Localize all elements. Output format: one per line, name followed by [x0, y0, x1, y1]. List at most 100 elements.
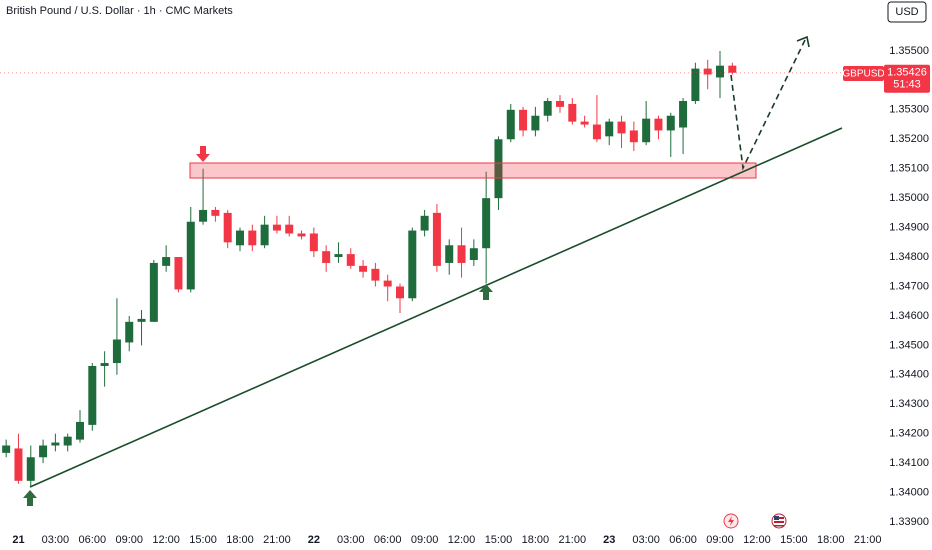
candle-body [88, 365, 97, 425]
event-icon-glyph [728, 516, 734, 526]
x-tick-label: 03:00 [337, 534, 365, 546]
candle-body [617, 121, 626, 134]
candle-body [112, 339, 121, 364]
flag-stripe [774, 525, 784, 527]
y-tick-label: 1.34000 [889, 487, 929, 499]
candle-body [469, 248, 478, 260]
candle-body [39, 445, 48, 458]
candle-body [285, 224, 294, 234]
x-tick-label: 09:00 [411, 534, 439, 546]
x-tick-label: 22 [308, 534, 320, 546]
candle-body [272, 224, 281, 231]
candle-body [543, 100, 552, 116]
candle-body [420, 215, 429, 231]
y-tick-label: 1.34500 [889, 339, 929, 351]
candle-body [691, 68, 700, 101]
symbol-tag [843, 66, 884, 81]
flag-stripe [774, 521, 784, 523]
candle-body [260, 224, 269, 246]
x-tick-label: 15:00 [189, 534, 217, 546]
candle-body [137, 318, 146, 322]
candle-body [322, 251, 331, 263]
candle-body [716, 65, 724, 78]
x-tick-label: 12:00 [743, 534, 771, 546]
y-tick-label: 1.34200 [889, 428, 929, 440]
candle-body [174, 257, 183, 290]
x-tick-label: 18:00 [522, 534, 550, 546]
x-tick-label: 06:00 [374, 534, 402, 546]
up-arrow [479, 284, 493, 300]
candle-body [14, 448, 23, 481]
candle-body [654, 118, 663, 131]
candle-body [494, 139, 503, 199]
candle-body [63, 436, 72, 446]
candle-body [125, 321, 134, 343]
candle-body [223, 212, 232, 243]
candle-body [592, 124, 601, 140]
last-price-box [884, 64, 930, 93]
projection-arrowhead [796, 35, 810, 48]
axes: 1.33900 1.34000 1.34100 1.34200 1.34300 1.344… [12, 45, 929, 546]
candle-body [506, 109, 515, 140]
x-tick-label: 21:00 [854, 534, 882, 546]
price-labels: GBPUSD 1.35426 51:43 [842, 64, 930, 93]
candle-body [334, 254, 343, 258]
candle-body [666, 115, 675, 131]
candle-body [346, 254, 355, 266]
x-tick-label: 18:00 [226, 534, 254, 546]
flag-canton [774, 516, 779, 520]
candle-body [149, 262, 158, 322]
currency-button[interactable] [887, 1, 927, 23]
candle-body [629, 130, 638, 143]
x-tick-label: 23 [603, 534, 615, 546]
x-tick-label: 15:00 [780, 534, 808, 546]
chart-title: British Pound / U.S. Dollar · 1h · CMC M… [6, 5, 233, 17]
x-tick-label: 21:00 [559, 534, 587, 546]
y-tick-label: 1.34900 [889, 222, 929, 234]
candle-body [432, 212, 441, 266]
candle-body [309, 233, 318, 252]
candle-body [703, 68, 712, 75]
candle-body [457, 245, 466, 263]
candle-body [605, 121, 614, 137]
y-tick-label: 1.33900 [889, 516, 929, 528]
x-tick-label: 03:00 [42, 534, 70, 546]
x-tick-label: 03:00 [632, 534, 660, 546]
countdown: 51:43 [893, 79, 921, 91]
candle-body [556, 100, 564, 107]
trendline [29, 127, 843, 488]
y-tick-label: 1.35100 [889, 163, 929, 175]
last-price: 1.35426 [887, 67, 927, 79]
x-tick-label: 18:00 [817, 534, 845, 546]
candle-body [199, 209, 208, 222]
candle-body [100, 363, 109, 366]
candle-body [383, 280, 392, 287]
candle-body [26, 457, 35, 481]
candle-body [248, 230, 257, 246]
y-tick-label: 1.35500 [889, 45, 929, 57]
symbol-label: GBPUSD [842, 69, 884, 80]
candle-body [396, 286, 404, 299]
y-tick-label: 1.34100 [889, 457, 929, 469]
candle-body [236, 230, 244, 246]
down-arrow [196, 146, 210, 162]
x-tick-label: 09:00 [706, 534, 734, 546]
currency-label[interactable]: USD [895, 6, 918, 18]
y-tick-label: 1.34400 [889, 369, 929, 381]
y-tick-label: 1.35000 [889, 192, 929, 204]
projection-path [730, 39, 806, 171]
x-tick-label: 21:00 [263, 534, 291, 546]
x-tick-label: 15:00 [485, 534, 513, 546]
candle-body [642, 118, 651, 143]
candle-body [482, 198, 491, 249]
up-arrow [23, 490, 37, 506]
candle-body [297, 233, 306, 237]
candle-body [186, 221, 195, 290]
candle-body [408, 230, 417, 299]
plot-area [0, 50, 880, 487]
candle-body [445, 245, 454, 263]
candle-body [728, 65, 737, 73]
candle-body [371, 268, 380, 281]
x-tick-label: 06:00 [669, 534, 697, 546]
